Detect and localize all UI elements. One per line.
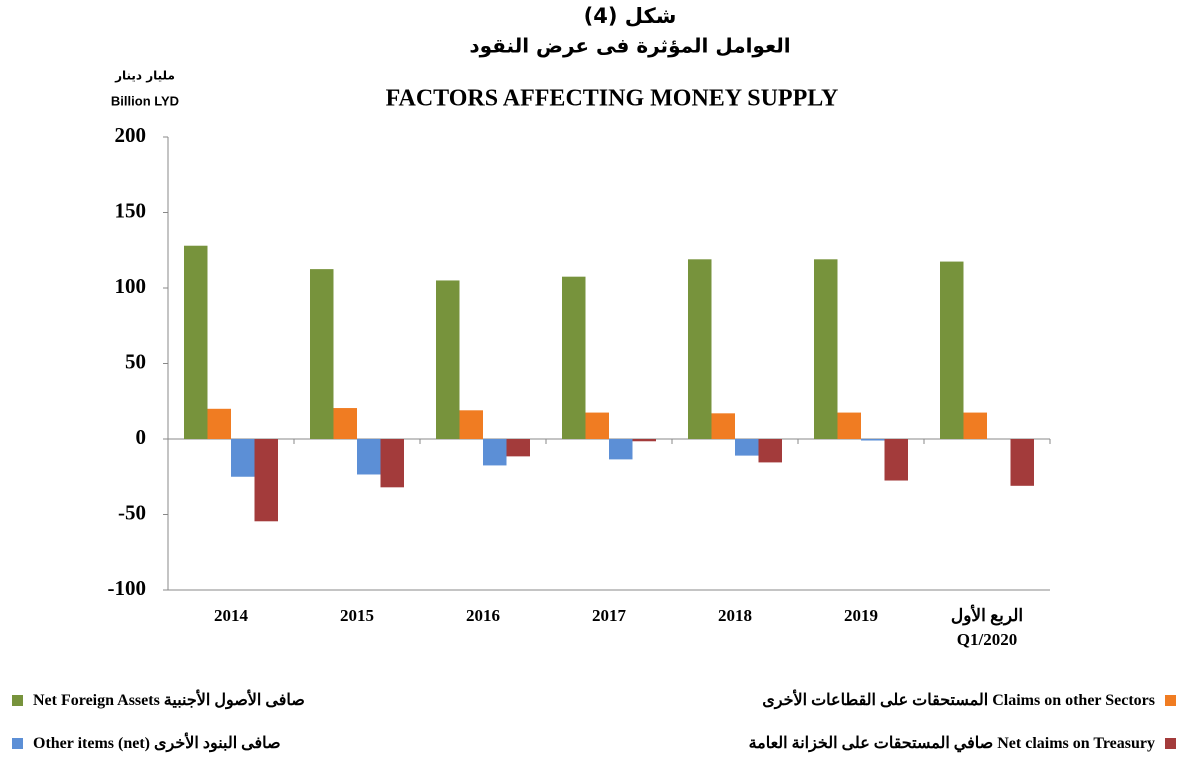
y-axis-label: مليار دينار [114, 69, 175, 83]
legend-item: صافي المستحقات على الخزانة العامة Net cl… [749, 733, 1176, 753]
bar [231, 439, 255, 477]
y-tick-label: 150 [115, 198, 147, 222]
bar [861, 439, 885, 441]
y-tick-label: 50 [125, 349, 146, 373]
y-axis-label: Billion LYD [111, 93, 179, 108]
bar [735, 439, 759, 456]
bar [483, 439, 507, 466]
bar [1010, 439, 1034, 486]
x-tick-label: 2019 [844, 606, 878, 625]
legend-label: صافي المستحقات على الخزانة العامة Net cl… [748, 735, 1155, 752]
y-tick-label: -100 [108, 576, 147, 600]
legend-swatch [1165, 694, 1176, 706]
bar [940, 261, 964, 439]
bar [711, 413, 735, 439]
bar [963, 412, 987, 439]
y-tick-label: -50 [118, 500, 146, 524]
bar [609, 439, 633, 460]
bar [436, 280, 460, 439]
x-tick-label: 2018 [718, 606, 752, 625]
bar [357, 439, 381, 475]
y-tick-label: 0 [136, 425, 147, 449]
legend-swatch [1165, 737, 1176, 749]
y-tick-label: 200 [115, 123, 147, 147]
bar [884, 439, 908, 481]
chart-title: FACTORS AFFECTING MONEY SUPPLY [386, 86, 839, 112]
x-tick-label: 2014 [214, 606, 248, 625]
bar [562, 276, 586, 439]
chart-title: العوامل المؤثرة فى عرض النقود [469, 34, 790, 58]
chart: شكل (4) العوامل المؤثرة فى عرض النقود FA… [108, 4, 1051, 600]
legend-item: Net Foreign Assets صافى الأصول الأجنبية [12, 690, 305, 710]
y-tick-label: 100 [115, 274, 147, 298]
bar [184, 245, 208, 439]
legend-swatch [12, 737, 23, 749]
chart-title: شكل (4) [584, 4, 677, 28]
x-tick-label: 2017 [592, 606, 626, 625]
x-tick-label: الربع الأول Q1/2020 [950, 606, 1024, 649]
legend-label: Other items (net) صافى البنود الأخرى [33, 735, 281, 752]
bar [837, 412, 861, 439]
bar [506, 439, 530, 457]
bar [459, 410, 483, 439]
bar [380, 439, 404, 488]
bar [632, 439, 656, 442]
bar [310, 269, 334, 439]
bar [758, 439, 782, 463]
x-tick-label: 2016 [466, 606, 500, 625]
legend-swatch [12, 694, 23, 706]
bar [585, 412, 609, 439]
x-tick-label: 2015 [340, 606, 374, 625]
bar [254, 439, 278, 522]
bar [814, 259, 838, 439]
legend-item: المستحقات على القطاعات الأخرى Claims on … [762, 690, 1176, 710]
legend-label: المستحقات على القطاعات الأخرى Claims on … [762, 692, 1155, 709]
legend-item: Other items (net) صافى البنود الأخرى [12, 733, 281, 753]
legend-label: Net Foreign Assets صافى الأصول الأجنبية [33, 692, 305, 709]
bar [333, 408, 357, 439]
bar [688, 259, 712, 439]
bar [207, 408, 231, 439]
